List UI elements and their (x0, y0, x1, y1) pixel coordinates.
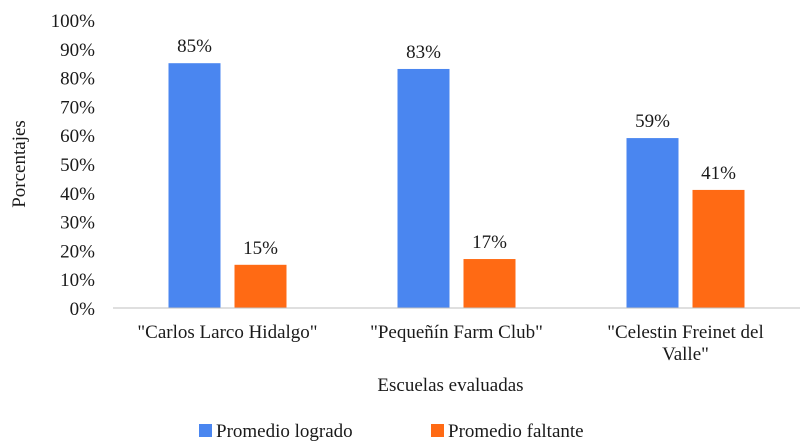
data-label: 59% (635, 111, 670, 132)
bar-promedio-faltante-1 (234, 264, 287, 308)
y-tick-label: 50% (60, 155, 95, 176)
x-category-label: "Carlos Larco Hidalgo" (137, 322, 317, 343)
legend-label: Promedio faltante (448, 421, 584, 442)
y-tick-label: 20% (60, 241, 95, 262)
y-tick-label: 80% (60, 69, 95, 90)
y-tick-label: 0% (70, 299, 96, 320)
bar-promedio-faltante-2 (463, 259, 516, 308)
bar-promedio-logrado-3 (626, 138, 679, 308)
y-tick-label: 70% (60, 97, 95, 118)
legend: Promedio logrado Promedio faltante (199, 421, 584, 442)
data-label: 15% (243, 238, 278, 259)
x-axis-category-labels: "Carlos Larco Hidalgo" "Pequeñín Farm Clu… (137, 322, 763, 365)
bar-promedio-logrado-2 (397, 68, 450, 309)
bar-promedio-faltante-3 (692, 189, 745, 308)
x-category-label: "Celestin Freinet del (607, 322, 764, 343)
x-category-label: Valle" (662, 344, 709, 365)
x-axis-title: Escuelas evaluadas (377, 375, 523, 396)
legend-swatch (431, 424, 444, 437)
legend-swatch (199, 424, 212, 437)
y-axis-ticks: 0% 10% 20% 30% 40% 50% 60% 70% 80% 90% 100% (51, 11, 96, 320)
y-tick-label: 60% (60, 126, 95, 147)
y-tick-label: 40% (60, 184, 95, 205)
y-tick-label: 30% (60, 213, 95, 234)
y-tick-label: 100% (51, 11, 96, 32)
data-label: 83% (406, 42, 441, 63)
data-labels: 85% 83% 59% 15% 17% 41% (177, 36, 736, 259)
data-label: 41% (701, 163, 736, 184)
x-category-label: "Pequeñín Farm Club" (370, 322, 543, 343)
y-tick-label: 10% (60, 270, 95, 291)
legend-label: Promedio logrado (216, 421, 353, 442)
bars (168, 63, 745, 309)
y-axis-title: Porcentajes (9, 120, 30, 208)
data-label: 85% (177, 36, 212, 57)
bar-promedio-logrado-1 (168, 63, 221, 309)
y-tick-label: 90% (60, 40, 95, 61)
data-label: 17% (472, 232, 507, 253)
